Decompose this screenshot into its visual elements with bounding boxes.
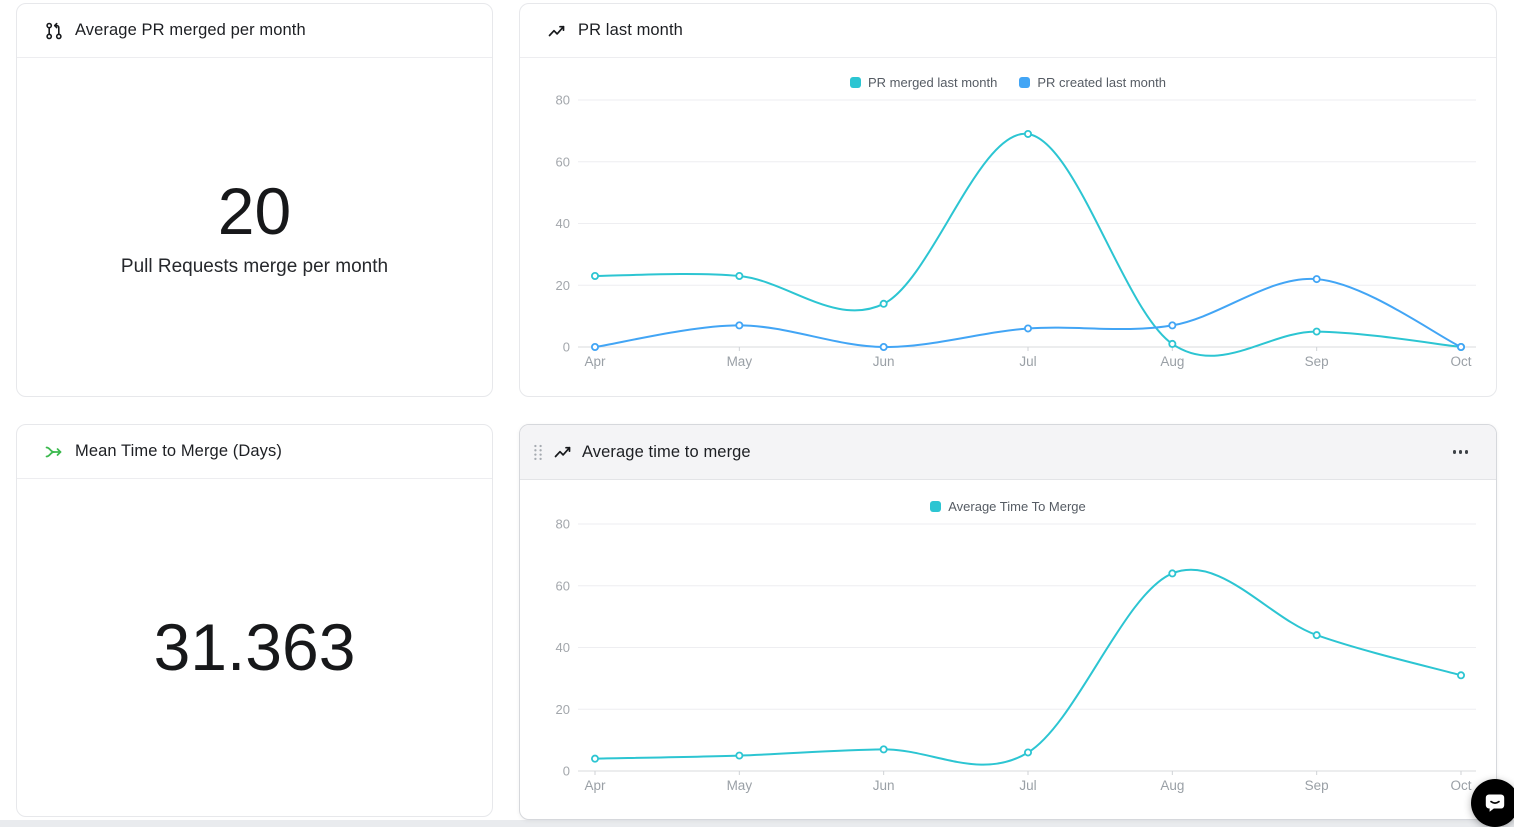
trending-line-icon <box>547 21 567 41</box>
x-tick-label: May <box>727 354 753 369</box>
y-tick-label: 60 <box>556 154 570 169</box>
chat-bubble-smile-icon <box>1485 794 1505 812</box>
data-point <box>879 342 888 351</box>
x-tick-label: Jul <box>1019 778 1036 793</box>
data-point <box>1023 324 1032 333</box>
x-tick-label: Jun <box>873 354 895 369</box>
legend-label: PR created last month <box>1037 74 1166 90</box>
card-header: PR last month <box>520 4 1496 58</box>
merge-arrow-icon <box>44 442 64 462</box>
y-tick-label: 0 <box>563 340 570 355</box>
stat-value: 20 <box>217 174 292 249</box>
data-point <box>735 271 744 280</box>
data-point <box>1023 129 1032 138</box>
ellipsis-menu-icon <box>1452 450 1457 454</box>
x-tick-label: Oct <box>1450 354 1471 369</box>
x-tick-label: Apr <box>584 778 606 793</box>
x-tick-label: Aug <box>1160 778 1184 793</box>
chat-launcher-button[interactable] <box>1471 779 1514 827</box>
legend-swatch <box>930 500 942 512</box>
legend-label: PR merged last month <box>868 74 998 90</box>
card-average-pr-merged: Average PR merged per month 20 Pull Requ… <box>16 3 493 397</box>
chart-legend: Average Time To Merge <box>520 498 1496 514</box>
data-point <box>1168 569 1177 578</box>
card-title: Mean Time to Merge (Days) <box>75 442 282 460</box>
data-point <box>1023 748 1032 757</box>
legend-label: Average Time To Merge <box>948 498 1086 514</box>
data-point <box>1457 342 1466 351</box>
data-point <box>1168 321 1177 330</box>
legend-item[interactable]: PR created last month <box>1019 75 1166 90</box>
data-point <box>1457 671 1466 680</box>
average-time-to-merge-chart: 80 60 40 20 0 Apr May Jun Jul Aug Sep Oct <box>556 517 1476 793</box>
legend-item[interactable]: Average Time To Merge <box>930 499 1086 514</box>
x-tick-label: May <box>727 778 753 793</box>
stat-body: 20 Pull Requests merge per month <box>17 58 492 395</box>
data-point <box>591 754 600 763</box>
data-point <box>1312 631 1321 640</box>
data-point <box>735 321 744 330</box>
card-header: Average PR merged per month <box>17 4 492 58</box>
y-tick-label: 40 <box>556 216 570 231</box>
card-header: Mean Time to Merge (Days) <box>17 425 492 479</box>
x-tick-label: Jun <box>873 778 895 793</box>
x-tick-label: Jul <box>1019 354 1036 369</box>
x-tick-label: Sep <box>1305 778 1329 793</box>
data-point <box>1312 275 1321 284</box>
series-line-1 <box>594 278 1462 349</box>
pr-last-month-chart: 80 60 40 20 0 Apr May Jun Jul Aug Sep Oct <box>556 93 1476 369</box>
data-point <box>1312 327 1321 336</box>
card-menu-button[interactable] <box>1443 442 1478 461</box>
series-line-0 <box>594 568 1462 766</box>
x-tick-label: Aug <box>1160 354 1184 369</box>
y-tick-label: 20 <box>556 278 570 293</box>
stat-body: 31.363 <box>17 479 492 815</box>
data-point <box>879 299 888 308</box>
git-pull-request-icon <box>44 21 64 41</box>
data-point <box>879 745 888 754</box>
legend-swatch <box>1019 76 1031 88</box>
card-header: Average time to merge <box>520 425 1496 480</box>
y-tick-label: 80 <box>556 517 570 532</box>
data-point <box>591 271 600 280</box>
y-tick-label: 20 <box>556 702 570 717</box>
data-point <box>591 342 600 351</box>
y-tick-label: 40 <box>556 640 570 655</box>
x-tick-label: Oct <box>1450 778 1471 793</box>
stat-value: 31.363 <box>153 609 356 684</box>
legend-swatch <box>850 76 862 88</box>
card-title: Average time to merge <box>582 442 751 461</box>
trending-line-icon <box>553 442 573 462</box>
card-mean-time-to-merge: Mean Time to Merge (Days) 31.363 <box>16 424 493 817</box>
drag-handle[interactable] <box>532 442 544 463</box>
drag-handle-dots-icon <box>534 444 542 460</box>
stat-caption: Pull Requests merge per month <box>120 255 389 277</box>
y-tick-label: 0 <box>563 764 570 779</box>
y-tick-label: 80 <box>556 93 570 108</box>
card-average-time-to-merge: Average time to merge Average Time To Me… <box>519 424 1497 820</box>
data-point <box>1168 339 1177 348</box>
chart-legend: PR merged last month PR created last mont… <box>520 74 1496 90</box>
card-pr-last-month: PR last month PR merged last month PR cre… <box>519 3 1497 397</box>
x-tick-label: Apr <box>584 354 606 369</box>
card-title: Average PR merged per month <box>75 21 306 39</box>
data-point <box>735 751 744 760</box>
card-title: PR last month <box>578 21 683 39</box>
legend-item[interactable]: PR merged last month <box>850 75 997 90</box>
series-line-0 <box>594 132 1462 357</box>
y-tick-label: 60 <box>556 578 570 593</box>
x-tick-label: Sep <box>1305 354 1329 369</box>
